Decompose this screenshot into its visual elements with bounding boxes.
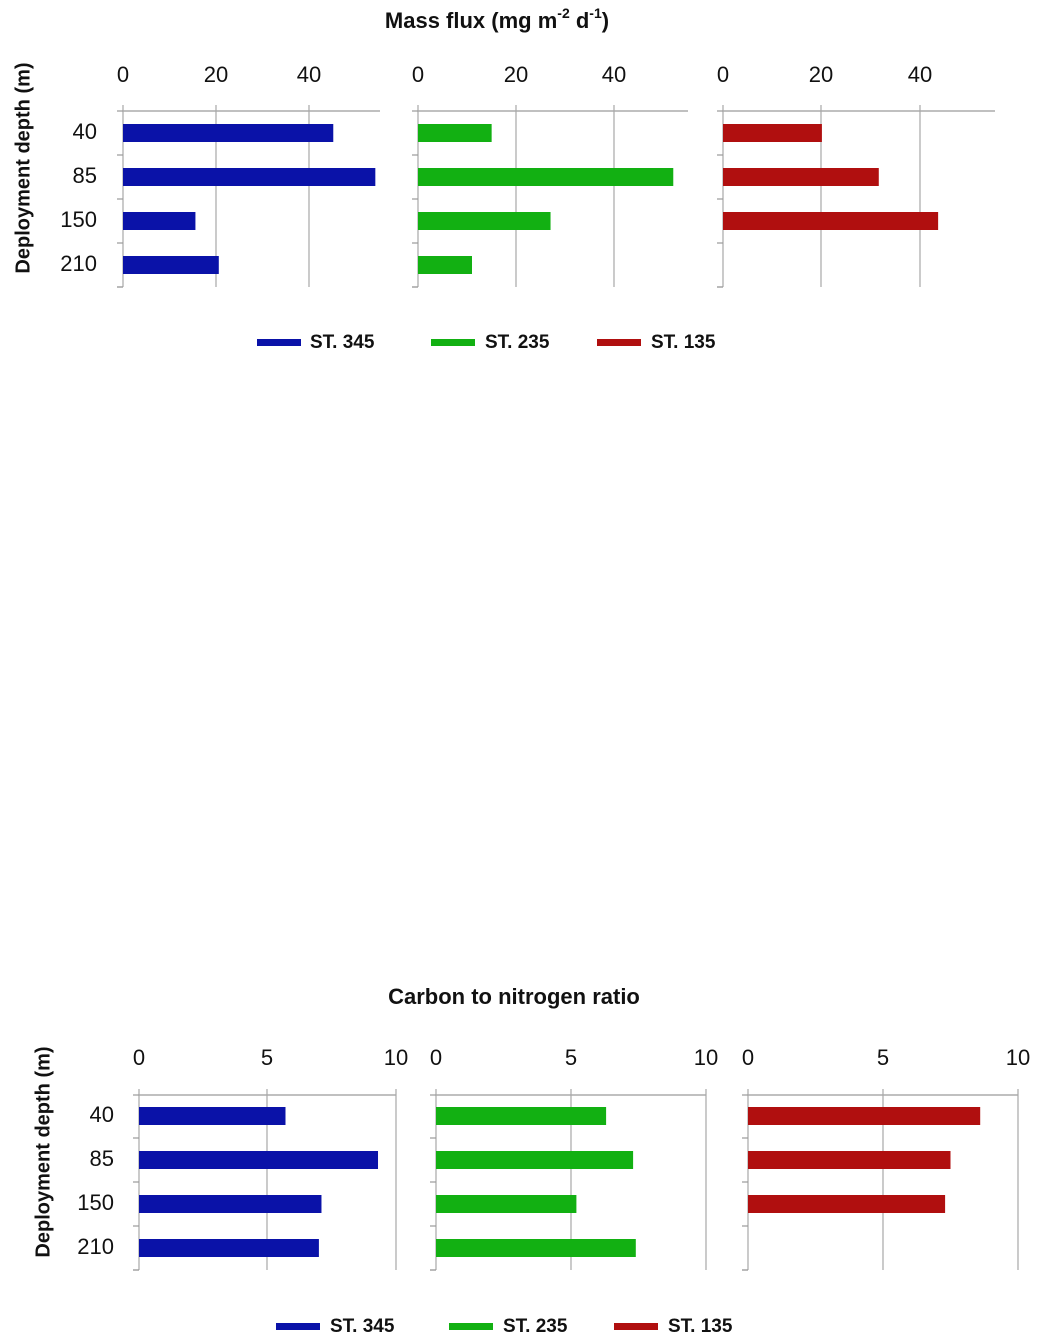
bar — [123, 256, 219, 274]
category-label: 150 — [77, 1190, 114, 1215]
category-label: 85 — [73, 163, 97, 188]
x-tick-label: 5 — [261, 1045, 273, 1070]
legend-swatch — [431, 339, 475, 346]
x-tick-label: 40 — [297, 62, 321, 87]
x-tick-label: 0 — [117, 62, 129, 87]
category-label: 150 — [60, 207, 97, 232]
x-tick-label: 10 — [384, 1045, 408, 1070]
x-tick-label: 20 — [809, 62, 833, 87]
bar — [723, 168, 879, 186]
legend: ST. 345 ST. 235 ST. 135 — [276, 1316, 733, 1337]
legend-label: ST. 135 — [651, 332, 716, 353]
category-label: 40 — [90, 1102, 114, 1127]
panel-st-235: 0 5 10 — [430, 1045, 718, 1271]
panel-st-135: 0 5 10 — [742, 1045, 1030, 1271]
x-tick-label: 20 — [204, 62, 228, 87]
panel-st-345: 0 5 10 — [133, 1045, 408, 1271]
bar — [123, 168, 376, 186]
legend: ST. 345 ST. 235 ST. 135 — [257, 332, 716, 353]
bar — [723, 212, 939, 230]
bar — [418, 256, 472, 274]
bar — [436, 1151, 634, 1169]
title-superscript: -2 — [557, 5, 570, 21]
legend-label: ST. 345 — [310, 332, 375, 353]
panel-st-345: 0 20 40 — [117, 62, 380, 288]
legend-label: ST. 235 — [503, 1316, 568, 1337]
bar — [748, 1107, 981, 1125]
bar — [418, 124, 492, 142]
title-text: ) — [602, 8, 609, 33]
y-axis-label: Deployment depth (m) — [32, 1046, 54, 1257]
x-tick-label: 0 — [742, 1045, 754, 1070]
bar — [436, 1239, 636, 1257]
bar — [436, 1107, 607, 1125]
category-label: 40 — [73, 119, 97, 144]
bar — [723, 124, 822, 142]
legend-swatch — [597, 339, 641, 346]
bar — [418, 212, 551, 230]
x-tick-label: 0 — [133, 1045, 145, 1070]
x-tick-label: 40 — [908, 62, 932, 87]
bar — [436, 1195, 577, 1213]
chart-title: Carbon to nitrogen ratio — [388, 984, 640, 1009]
bar — [139, 1151, 379, 1169]
title-text: Mass flux (mg m — [385, 8, 557, 33]
y-axis-label: Deployment depth (m) — [12, 62, 34, 273]
legend-label: ST. 345 — [330, 1316, 395, 1337]
bar — [139, 1195, 322, 1213]
chart-1: Carbon to nitrogen ratio Deployment depth… — [32, 984, 1030, 1337]
title-text: d — [570, 8, 590, 33]
legend-swatch — [276, 1323, 320, 1330]
x-tick-label: 20 — [504, 62, 528, 87]
legend-swatch — [257, 339, 301, 346]
x-tick-label: 0 — [412, 62, 424, 87]
x-tick-label: 40 — [602, 62, 626, 87]
legend-label: ST. 135 — [668, 1316, 733, 1337]
x-tick-label: 0 — [717, 62, 729, 87]
legend-label: ST. 235 — [485, 332, 550, 353]
legend-swatch — [614, 1323, 658, 1330]
title-superscript: -1 — [589, 5, 602, 21]
bar — [139, 1107, 286, 1125]
chart-title: Mass flux (mg m-2 d-1) — [385, 5, 609, 33]
x-tick-label: 0 — [430, 1045, 442, 1070]
category-label: 85 — [90, 1146, 114, 1171]
bar — [748, 1151, 951, 1169]
legend-swatch — [449, 1323, 493, 1330]
panel-st-235: 0 20 40 — [412, 62, 688, 288]
category-label: 210 — [77, 1234, 114, 1259]
bar — [123, 212, 196, 230]
x-tick-label: 5 — [877, 1045, 889, 1070]
bar — [139, 1239, 319, 1257]
bar — [418, 168, 674, 186]
x-tick-label: 10 — [1006, 1045, 1030, 1070]
chart-0: Mass flux (mg m-2 d-1) Deployment depth (… — [12, 5, 995, 353]
x-tick-label: 5 — [565, 1045, 577, 1070]
x-tick-label: 10 — [694, 1045, 718, 1070]
bar — [748, 1195, 946, 1213]
category-label: 210 — [60, 251, 97, 276]
panel-st-135: 0 20 40 — [717, 62, 995, 288]
bar — [123, 124, 334, 142]
